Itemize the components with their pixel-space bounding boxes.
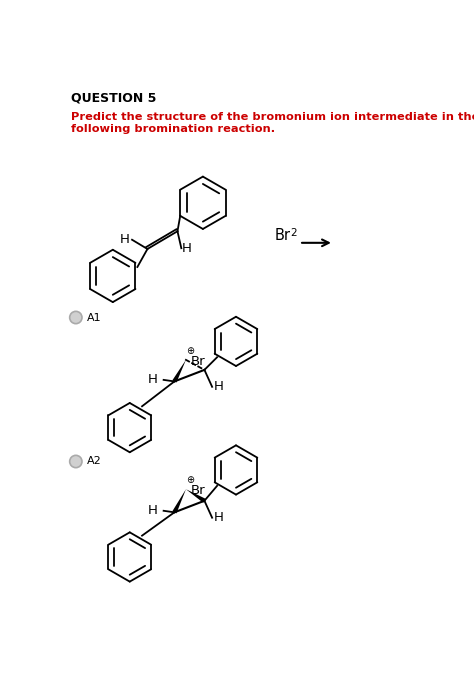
Text: H: H [120, 233, 130, 246]
Text: ⊕: ⊕ [186, 345, 194, 356]
Text: ⊕: ⊕ [186, 475, 194, 485]
Text: H: H [214, 381, 224, 393]
Polygon shape [173, 489, 186, 513]
Circle shape [70, 312, 82, 324]
Text: following bromination reaction.: following bromination reaction. [71, 124, 275, 135]
Text: Br: Br [191, 484, 205, 498]
Text: Br: Br [191, 355, 205, 368]
Text: Predict the structure of the bromonium ion intermediate in the: Predict the structure of the bromonium i… [71, 112, 474, 122]
Text: 2: 2 [290, 228, 297, 238]
Text: A2: A2 [87, 456, 101, 466]
Text: H: H [147, 372, 157, 385]
Circle shape [70, 456, 82, 468]
Text: H: H [214, 511, 224, 524]
Polygon shape [173, 360, 186, 383]
Text: A1: A1 [87, 312, 101, 322]
Polygon shape [186, 489, 206, 503]
Text: H: H [147, 504, 157, 516]
Text: Br: Br [274, 228, 291, 243]
Text: QUESTION 5: QUESTION 5 [71, 92, 156, 105]
Text: H: H [182, 242, 192, 255]
